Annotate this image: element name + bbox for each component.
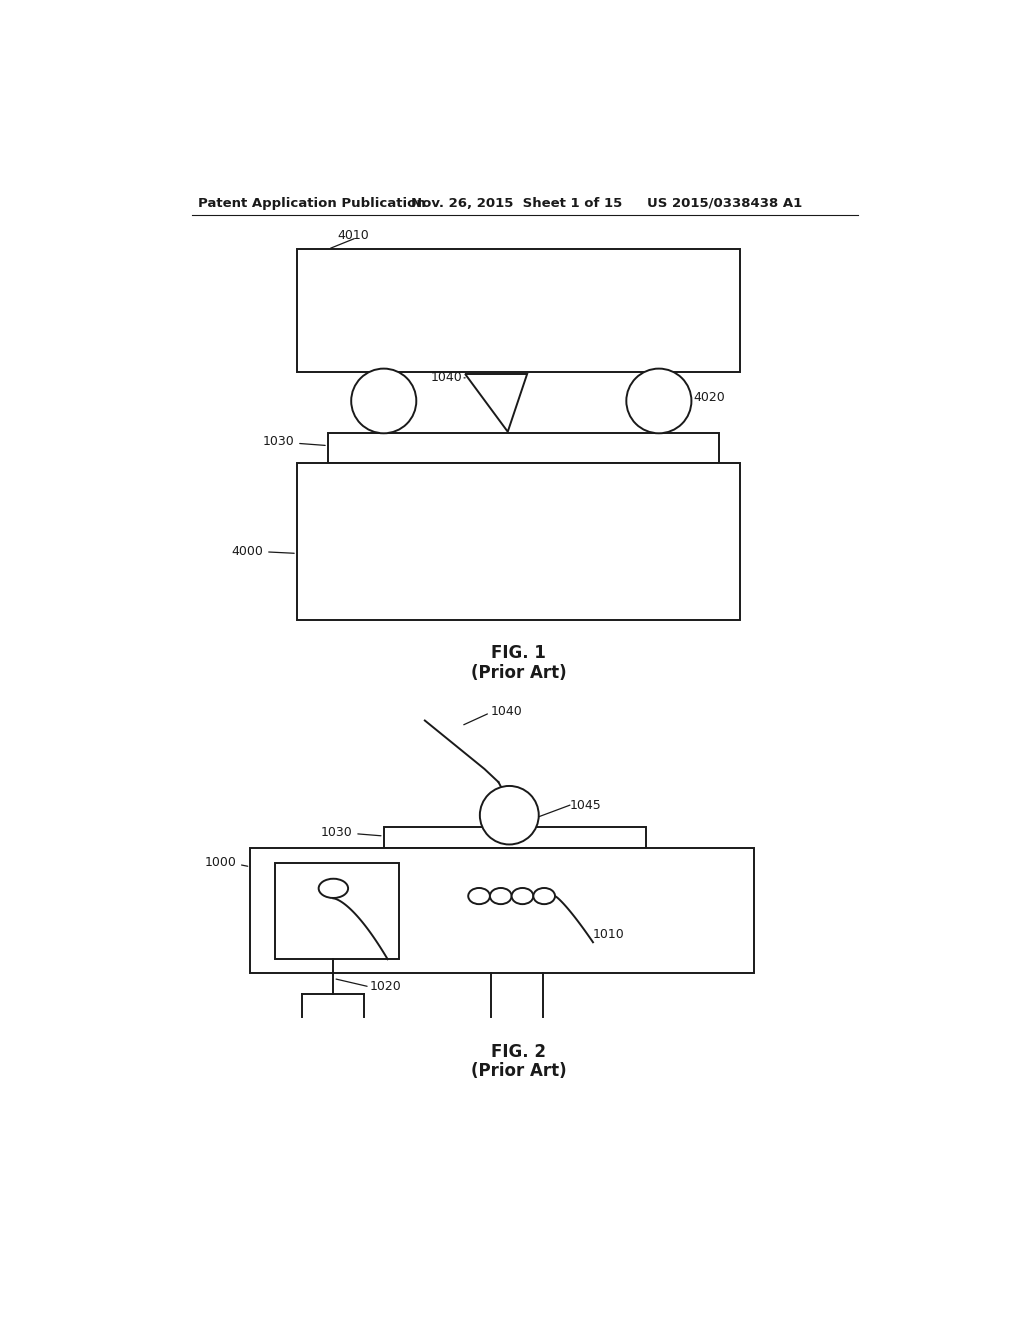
Text: (Prior Art): (Prior Art)	[471, 1061, 566, 1080]
Text: 1040: 1040	[430, 371, 462, 384]
Ellipse shape	[489, 888, 512, 904]
Ellipse shape	[351, 368, 417, 433]
Ellipse shape	[534, 888, 555, 904]
Text: (Prior Art): (Prior Art)	[471, 664, 566, 681]
Ellipse shape	[512, 888, 534, 904]
Bar	[297, 249, 740, 372]
Text: US 2015/0338438 A1: US 2015/0338438 A1	[647, 197, 803, 210]
Bar	[251, 847, 755, 973]
Text: 4020: 4020	[693, 391, 725, 404]
Ellipse shape	[627, 368, 691, 433]
Text: 4000: 4000	[231, 545, 263, 557]
Text: 1030: 1030	[321, 825, 352, 838]
Text: 4010: 4010	[337, 228, 369, 242]
Ellipse shape	[480, 785, 539, 845]
Ellipse shape	[468, 888, 489, 904]
Text: FIG. 2: FIG. 2	[492, 1043, 546, 1060]
Text: 1045: 1045	[569, 799, 601, 812]
Text: Nov. 26, 2015  Sheet 1 of 15: Nov. 26, 2015 Sheet 1 of 15	[411, 197, 623, 210]
Text: 1040: 1040	[490, 705, 522, 718]
Text: Patent Application Publication: Patent Application Publication	[198, 197, 426, 210]
Text: 1010: 1010	[593, 928, 625, 941]
Bar	[275, 863, 399, 960]
Text: 1000: 1000	[205, 857, 237, 870]
Text: 1030: 1030	[263, 436, 295, 449]
Ellipse shape	[318, 879, 348, 898]
Bar	[384, 826, 646, 847]
Text: 1020: 1020	[370, 979, 401, 993]
Bar	[328, 433, 719, 462]
Bar	[297, 462, 740, 620]
Text: FIG. 1: FIG. 1	[492, 644, 546, 661]
